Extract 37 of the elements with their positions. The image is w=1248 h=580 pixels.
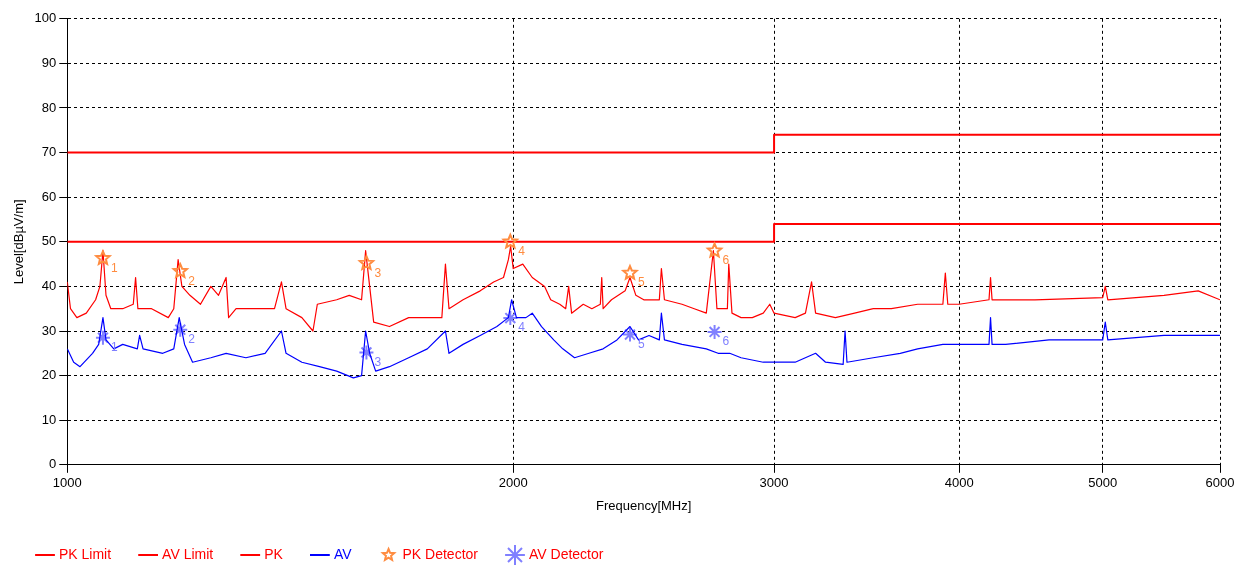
y-tick-label: 10 [41, 411, 57, 427]
legend-label: PK Detector [402, 545, 479, 562]
annotation: 1 [110, 340, 118, 354]
annotation: 5 [637, 275, 645, 290]
annotation: 4 [518, 244, 526, 259]
x-tick-label: 2000 [498, 475, 528, 491]
annotation: 4 [518, 320, 526, 335]
x-tick-label: 5000 [1088, 475, 1118, 491]
annotation: 1 [110, 260, 118, 275]
y-tick-label: 70 [41, 144, 57, 160]
legend-label: PK Limit [59, 545, 112, 562]
x-tick-label: 3000 [759, 475, 789, 491]
y-tick-label: 90 [41, 54, 57, 70]
x-tick-label: 6000 [1205, 475, 1235, 491]
y-axis-title: Level[dBµV/m] [11, 199, 27, 285]
y-tick-label: 60 [41, 188, 57, 204]
y-tick-label: 80 [41, 99, 57, 115]
y-tick-label: 0 [49, 456, 57, 472]
x-tick-label: 1000 [52, 475, 82, 491]
y-tick-label: 40 [41, 277, 57, 293]
y-tick-label: 30 [41, 322, 57, 338]
x-axis-title: Frequency[MHz] [595, 497, 692, 513]
annotation: 3 [374, 354, 382, 369]
legend-label: PK [264, 545, 284, 562]
annotation: 5 [637, 336, 645, 351]
y-tick-label: 20 [41, 367, 57, 383]
y-tick-label: 100 [34, 10, 57, 26]
annotation: 3 [374, 265, 382, 280]
annotation: 2 [188, 331, 196, 346]
legend-label: AV [333, 545, 353, 562]
legend-label: AV Detector [529, 545, 604, 562]
annotation: 6 [722, 334, 730, 349]
annotation: 6 [722, 253, 730, 268]
legend-label: AV Limit [162, 545, 214, 562]
y-tick-label: 50 [41, 233, 57, 249]
annotation: 2 [188, 273, 196, 288]
x-tick-label: 4000 [944, 475, 974, 491]
